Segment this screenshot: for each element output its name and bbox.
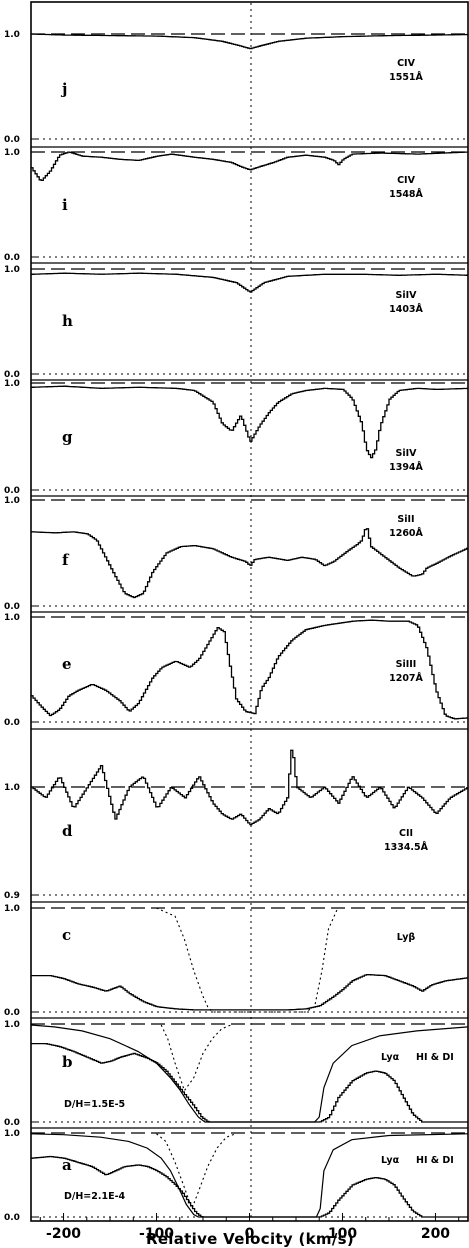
species-label: HI & DI — [416, 1155, 454, 1166]
y-tick-label: 0.0 — [4, 602, 20, 612]
spectrum-j — [31, 33, 468, 50]
ion-label: CII — [399, 828, 413, 839]
line-label: Lyα — [381, 1052, 400, 1063]
y-tick-label: 1.0 — [4, 30, 20, 40]
wavelength-label: 1334.5Å — [384, 842, 429, 853]
model-fit-dotted-c — [156, 907, 339, 1013]
panel-letter: f — [62, 551, 70, 569]
spectrum-i — [31, 151, 468, 182]
y-tick-label: 0.0 — [4, 370, 20, 380]
x-tick-label: 200 — [421, 1226, 450, 1242]
spectrum-e — [31, 619, 468, 720]
species-label: HI & DI — [416, 1052, 454, 1063]
y-tick-label: 0.0 — [4, 1118, 20, 1128]
model-fit-solid-a — [30, 1133, 469, 1218]
model-fit-dotted-b — [160, 1024, 232, 1092]
y-tick-label: 1.0 — [4, 1129, 20, 1139]
ion-label: CIV — [397, 175, 416, 186]
spectrum-d — [31, 749, 468, 826]
y-tick-label: 1.0 — [4, 496, 20, 506]
panel-letter: c — [62, 926, 71, 944]
panel-letter: e — [62, 655, 72, 673]
spectrum-g — [31, 385, 468, 459]
panel-h: 0.0 1.0 h SiIV 1403Å — [4, 265, 468, 381]
panel-b: 0.0 1.0 b Lyα HI & DI D/H=1.5E-5 — [4, 1020, 469, 1129]
spectrum-h — [31, 272, 468, 293]
x-tick-label: 100 — [328, 1226, 357, 1242]
panel-i: 0.0 1.0 i CIV 1548Å — [4, 148, 468, 264]
wavelength-label: 1551Å — [389, 72, 423, 83]
spectrum-a — [31, 1155, 468, 1218]
y-tick-label: 1.0 — [4, 783, 20, 793]
panel-d: 0.9 1.0 d CII 1334.5Å — [4, 749, 468, 903]
panel-letter: a — [62, 1156, 72, 1174]
ion-label: SiIV — [396, 448, 418, 459]
panels-group: 0.01.0jCIV1551Å0.01.0iCIV1548Å0.01.0hSiI… — [4, 30, 469, 1223]
y-tick-label: 0.0 — [4, 253, 20, 263]
spectrum-b — [31, 1042, 468, 1123]
panel-c: 0.0 1.0 c Lyβ — [4, 904, 468, 1019]
wavelength-label: 1548Å — [389, 189, 423, 200]
panel-g: 0.0 1.0 g SiIV 1394Å — [4, 379, 468, 497]
panel-letter: b — [62, 1053, 73, 1071]
ion-label: CIV — [397, 58, 416, 69]
panel-f: 0.0 1.0 f SiII 1260Å — [4, 496, 468, 613]
x-tick-label: 0 — [245, 1226, 255, 1242]
x-axis: -200 -100 0 100 200 — [39, 1213, 460, 1242]
ion-label: Lyβ — [397, 932, 416, 943]
x-tick-label: -200 — [46, 1226, 81, 1242]
panel-a: 0.0 1.0 a Lyα HI & DI D/H=2.1E-4 — [4, 1129, 469, 1223]
model-fit-dotted-a — [156, 1133, 236, 1211]
panel-e: 0.0 1.0 e SiIII 1207Å — [4, 613, 468, 730]
y-tick-label: 1.0 — [4, 613, 20, 623]
y-tick-label: 1.0 — [4, 379, 20, 389]
y-tick-label: 0.0 — [4, 135, 20, 145]
y-tick-label: 0.0 — [4, 718, 20, 728]
wavelength-label: 1207Å — [389, 673, 423, 684]
spectrum-f — [31, 528, 468, 599]
y-tick-label: 1.0 — [4, 1020, 20, 1030]
dh-ratio-label: D/H=2.1E-4 — [64, 1191, 126, 1202]
ion-label: SiIII — [396, 659, 417, 670]
ion-label: SiIV — [396, 290, 418, 301]
y-tick-label: 1.0 — [4, 904, 20, 914]
y-tick-label: 0.0 — [4, 1213, 20, 1223]
panel-letter: i — [62, 196, 68, 214]
x-tick-label: -100 — [139, 1226, 174, 1242]
wavelength-label: 1394Å — [389, 462, 423, 473]
panel-j: 0.0 1.0 j CIV 1551Å — [4, 30, 468, 148]
wavelength-label: 1260Å — [389, 528, 423, 539]
panel-letter: d — [62, 822, 73, 840]
y-tick-label: 1.0 — [4, 265, 20, 275]
dh-ratio-label: D/H=1.5E-5 — [64, 1099, 125, 1110]
ion-label: SiII — [397, 514, 414, 525]
x-axis-label: Relative Velocity (km/s) — [146, 1230, 354, 1248]
model-fit-solid-b — [30, 1024, 469, 1123]
panel-letter: g — [62, 428, 73, 446]
wavelength-label: 1403Å — [389, 304, 423, 315]
line-label: Lyα — [381, 1155, 400, 1166]
y-tick-label: 0.0 — [4, 486, 20, 496]
y-tick-label: 1.0 — [4, 148, 20, 158]
y-tick-label: 0.9 — [4, 891, 20, 901]
spectrum-c — [31, 973, 468, 1011]
panel-letter: h — [62, 312, 73, 330]
panel-letter: j — [60, 80, 67, 98]
y-tick-label: 0.0 — [4, 1008, 20, 1018]
